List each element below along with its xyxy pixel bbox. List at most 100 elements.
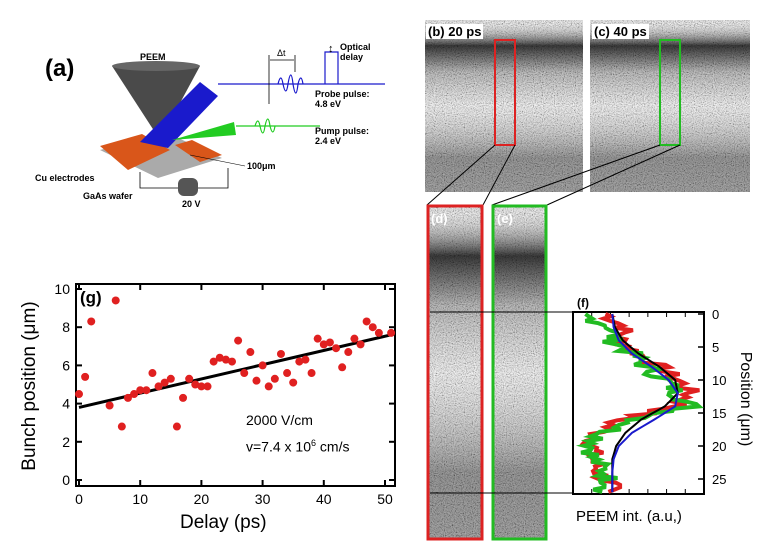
data-point: [387, 328, 396, 337]
velocity-unit: cm/s: [316, 438, 350, 455]
plot-frame: [572, 311, 705, 495]
data-point: [191, 380, 200, 389]
data-point: [368, 323, 377, 332]
data-point: [258, 361, 267, 370]
data-point: [356, 340, 365, 349]
data-point: [246, 348, 255, 357]
pump-label-1: Pump pulse:: [315, 126, 369, 136]
pump-beam: [172, 122, 236, 140]
data-point: [81, 372, 90, 381]
data-point: [234, 336, 243, 345]
peem-cone: [112, 66, 200, 140]
panel-g-xlabel: Delay (ps): [180, 512, 267, 533]
panel-d-label: (d): [431, 211, 448, 226]
panel-c-roi: [659, 39, 681, 146]
data-point: [332, 344, 341, 353]
probe-label-1: Probe pulse:: [315, 89, 370, 99]
data-point: [179, 393, 188, 402]
data-point: [338, 363, 347, 372]
optical-delay-arrow-icon: ↕: [328, 43, 334, 55]
probe-beam: [140, 82, 218, 148]
panel-f-label: (f): [577, 296, 589, 310]
data-point: [215, 353, 224, 362]
y-tick-label: 20: [712, 439, 726, 454]
pump-pulse: [254, 118, 276, 134]
data-point: [289, 378, 298, 387]
panel-b-roi: [494, 39, 516, 146]
data-point: [362, 317, 371, 326]
y-tick-label: 15: [712, 406, 726, 421]
x-tick-label: 20: [194, 491, 210, 507]
voltage-label: 20 V: [182, 199, 201, 209]
data-point: [136, 386, 145, 395]
panel-g-label: (g): [80, 288, 102, 307]
y-tick-label: 10: [54, 281, 70, 297]
probe-label-2: 4.8 eV: [315, 99, 341, 109]
voltage-source: [178, 178, 198, 196]
data-point: [270, 374, 279, 383]
data-point: [319, 340, 328, 349]
data-point: [313, 334, 322, 343]
panel-f-xlabel: PEEM int. (a.u,): [576, 508, 682, 525]
panel-g-annotation-velocity: v=7.4 x 106 cm/s: [246, 438, 349, 455]
y-tick-label: 0: [62, 472, 70, 488]
data-point: [221, 355, 230, 364]
data-point: [301, 355, 310, 364]
panel-g-annotation-field: 2000 V/cm: [246, 412, 313, 428]
x-tick-label: 40: [316, 491, 332, 507]
data-point: [166, 374, 175, 383]
y-tick-label: 8: [62, 319, 70, 335]
y-tick-label: 10: [712, 373, 726, 388]
x-tick-label: 50: [377, 491, 393, 507]
optical-delay-label-1: Optical: [340, 42, 371, 52]
data-point: [154, 382, 163, 391]
data-point: [75, 390, 83, 399]
velocity-text: v=7.4 x 10: [246, 438, 311, 455]
panel-c-label: (c) 40 ps: [592, 24, 649, 39]
y-tick-label: 2: [62, 434, 70, 450]
optical-delay-line: [324, 51, 339, 84]
data-point: [105, 401, 114, 410]
profile-series-1: [575, 312, 704, 494]
panel-b-label: (b) 20 ps: [426, 24, 484, 39]
panel-b-image: [425, 20, 583, 192]
panel-g-scatter-plot: 0 10 20 30 40 50 0 2 4 6 8 10: [54, 281, 396, 507]
plot-frame: [75, 283, 396, 487]
panel-a-schematic: (a) PEEM Δt ↕ Optical delay Probe pulse:…: [35, 42, 385, 209]
data-point: [344, 348, 353, 357]
data-point: [276, 349, 285, 358]
data-point: [130, 390, 139, 399]
data-point: [148, 369, 157, 378]
data-point: [172, 422, 181, 431]
peem-label: PEEM: [140, 52, 166, 62]
data-point: [117, 422, 126, 431]
data-point: [325, 338, 334, 347]
data-point: [252, 376, 261, 385]
panel-f-ylabel: Position (μm): [737, 351, 754, 447]
data-point: [160, 378, 169, 387]
data-point: [295, 357, 304, 366]
profile-series-2: [611, 313, 679, 493]
pump-label-2: 2.4 eV: [315, 136, 341, 146]
y-tick-label: 0: [712, 307, 719, 322]
x-tick-label: 30: [255, 491, 271, 507]
peem-images: [425, 20, 750, 541]
data-point: [228, 357, 236, 366]
distance-label: 100μm: [247, 161, 276, 171]
velocity-exponent: 6: [311, 438, 317, 448]
data-point: [111, 296, 120, 305]
data-point: [142, 386, 151, 395]
data-point: [350, 334, 359, 343]
y-tick-label: 5: [712, 340, 719, 355]
y-tick-label: 6: [62, 357, 70, 373]
y-tick-label: 25: [712, 472, 726, 487]
data-point: [374, 328, 383, 337]
data-point: [209, 357, 218, 366]
panel-d-strip: [426, 204, 484, 541]
cu-electrode-right: [175, 140, 222, 162]
panel-g-ylabel: Bunch position (μm): [19, 301, 40, 471]
panel-c-image: [590, 20, 750, 192]
panel-e-strip: [491, 204, 548, 541]
wafer-label: GaAs wafer: [83, 191, 133, 201]
probe-pulse: [277, 74, 304, 94]
